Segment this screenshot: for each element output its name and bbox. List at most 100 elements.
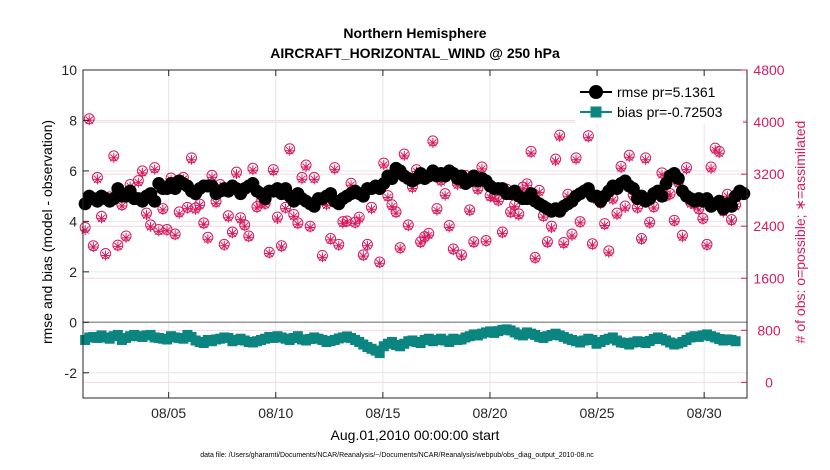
obs-assimilated-point (243, 232, 254, 243)
obs-assimilated-point (530, 253, 541, 264)
obs-assimilated-point (235, 214, 246, 225)
obs-assimilated-point (444, 222, 455, 233)
obs-assimilated-point (710, 145, 721, 156)
y-right-tick-label: 2400 (753, 218, 784, 234)
obs-assimilated-point (677, 232, 688, 243)
obs-assimilated-point (219, 240, 230, 251)
obs-assimilated-point (186, 154, 197, 165)
legend-bias-label: bias pr=-0.72503 (617, 104, 723, 120)
obs-assimilated-point (583, 132, 594, 143)
obs-assimilated-point (325, 234, 336, 245)
obs-assimilated-point (558, 239, 569, 250)
obs-assimilated-point (137, 167, 148, 178)
obs-assimilated-point (202, 234, 213, 245)
obs-assimilated-point (362, 240, 373, 251)
obs-assimilated-point (145, 221, 156, 232)
obs-assimilated-point (546, 223, 557, 234)
plot-frame (82, 69, 748, 399)
legend: rmse pr=5.1361 bias pr=-0.72503 (575, 76, 743, 124)
obs-assimilated-point (624, 152, 635, 163)
obs-assimilated-point (182, 203, 193, 214)
x-tick-label: 08/20 (472, 405, 507, 421)
obs-assimilated-point (157, 204, 168, 215)
obs-assimilated-point (231, 169, 242, 180)
x-tick-label: 08/25 (580, 405, 615, 421)
obs-assimilated-point (301, 161, 312, 172)
obs-assimilated-point (517, 184, 528, 195)
obs-assimilated-point (456, 251, 467, 262)
obs-assimilated-point (571, 154, 582, 165)
obs-assimilated-point (251, 202, 262, 213)
obs-assimilated-point (247, 165, 258, 176)
obs-assimilated-point (697, 214, 708, 225)
obs-assimilated-point (648, 202, 659, 213)
obs-assimilated-point (603, 247, 614, 258)
obs-assimilated-point (632, 203, 643, 214)
obs-assimilated-point (431, 205, 442, 216)
y-left-tick-label: 10 (61, 62, 77, 78)
obs-assimilated-point (407, 183, 418, 194)
obs-assimilated-point (206, 172, 217, 183)
obs-assimilated-point (485, 192, 496, 203)
rmse-point (385, 171, 399, 185)
y-right-tick-label: 4800 (753, 62, 784, 78)
x-tick-label: 08/30 (687, 405, 722, 421)
obs-assimilated-point (497, 228, 508, 239)
data-file-footnote: data file: /Users/gharamti/Documents/NCA… (200, 452, 594, 459)
y-left-tick-labels: -2 0 2 4 6 8 10 (61, 62, 77, 381)
obs-assimilated-point (534, 187, 545, 198)
obs-assimilated-point (509, 201, 520, 212)
obs-assimilated-point (575, 217, 586, 228)
obs-assimilated-point (305, 222, 316, 233)
obs-assimilated-point (149, 164, 160, 175)
obs-assimilated-point (521, 180, 532, 191)
obs-assimilated-point (161, 225, 172, 236)
obs-assimilated-point (268, 166, 279, 177)
obs-assimilated-point (448, 245, 459, 256)
obs-assimilated-point (133, 177, 144, 188)
bias-point (374, 348, 385, 359)
obs-assimilated-point (296, 174, 307, 185)
obs-assimilated-point (366, 204, 377, 215)
obs-assimilated-point (80, 225, 91, 236)
obs-assimilated-point (284, 145, 295, 156)
obs-assimilated-point (681, 164, 692, 175)
obs-assimilated-point (190, 204, 201, 215)
obs-assimilated-point (378, 160, 389, 171)
axis-ticks (83, 69, 747, 398)
obs-assimilated-point (374, 258, 385, 269)
obs-assimilated-point (476, 163, 487, 174)
obs-assimilated-point (108, 152, 119, 163)
obs-assimilated-point (554, 132, 565, 143)
y-right-tick-labels: 0 800 1600 2400 3200 4000 4800 (753, 62, 784, 390)
obs-assimilated-point (395, 243, 406, 254)
obs-assimilated-point (526, 148, 537, 159)
y-axis-left-label: rmse and bias (model - observation) (39, 120, 55, 344)
y-left-tick-label: 0 (69, 314, 77, 330)
obs-assimilated-point (481, 236, 492, 247)
obs-assimilated-point (427, 137, 438, 148)
obs-assimilated-point (640, 154, 651, 165)
y-left-tick-label: 2 (69, 264, 77, 280)
obs-assimilated-point (423, 230, 434, 241)
obs-assimilated-point (96, 213, 107, 224)
obs-assimilated-point (288, 211, 299, 222)
obs-assimilated-point (194, 200, 205, 211)
chart-title: Northern Hemisphere (343, 25, 486, 41)
rmse-point (725, 199, 739, 213)
obs-assimilated-point (88, 242, 99, 253)
obs-assimilated-point (620, 202, 631, 213)
obs-assimilated-point (382, 192, 393, 203)
obs-assimilated-point (337, 218, 348, 229)
y-left-tick-label: 6 (69, 163, 77, 179)
obs-assimilated-point (706, 163, 717, 174)
obs-assimilated-point (665, 189, 676, 200)
obs-assimilated-point (693, 204, 704, 215)
obs-assimilated-point (116, 201, 127, 212)
obs-assimilated-point (513, 210, 524, 221)
y-left-tick-label: 8 (69, 112, 77, 128)
obs-assimilated-point (656, 169, 667, 180)
y-axis-right-label: # of obs: o=possible; ∗=assimilated (792, 121, 808, 344)
obs-assimilated-point (386, 201, 397, 212)
obs-assimilated-point (292, 219, 303, 230)
